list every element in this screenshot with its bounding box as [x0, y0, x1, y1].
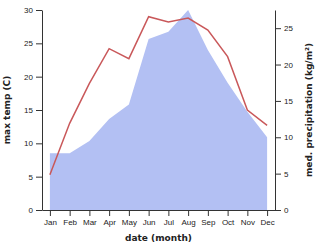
tick: Jan: [44, 210, 57, 227]
tick-mark: [36, 210, 42, 211]
tick-label: May: [122, 218, 137, 227]
axis-line: [42, 11, 43, 211]
tick: 15: [24, 106, 42, 115]
tick-mark: [129, 210, 130, 216]
tick-label: Feb: [63, 218, 77, 227]
tick-mark: [275, 137, 281, 138]
axis-line: [43, 210, 276, 211]
tick-mark: [149, 210, 150, 216]
tick-mark: [275, 174, 281, 175]
tick-label: Sep: [201, 218, 216, 227]
tick-mark: [50, 210, 51, 216]
temperature-line: [50, 17, 267, 175]
tick-mark: [228, 210, 229, 216]
tick-mark: [247, 210, 248, 216]
tick-label: 0: [284, 206, 289, 215]
tick-label: Jun: [143, 218, 156, 227]
tick: Oct: [222, 210, 235, 227]
tick-label: 20: [24, 73, 33, 82]
tick-mark: [36, 77, 42, 78]
tick-mark: [275, 28, 281, 29]
tick-label: 0: [29, 206, 34, 215]
tick: 30: [24, 6, 42, 15]
tick: 20: [275, 61, 293, 70]
y-axis: 0 5 10 15 20 25 30: [24, 6, 42, 215]
tick: 5: [29, 173, 42, 182]
tick-mark: [109, 210, 110, 216]
tick: May: [122, 210, 137, 227]
tick-mark: [89, 210, 90, 216]
tick-mark: [275, 65, 281, 66]
tick: 20: [24, 73, 42, 82]
x-axis-title: date (month): [125, 233, 192, 243]
plot-area: [50, 10, 267, 210]
tick: Nov: [241, 210, 255, 227]
tick-label: 5: [284, 170, 289, 179]
tick-mark: [188, 210, 189, 216]
tick-mark: [275, 101, 281, 102]
tick: 0: [275, 206, 289, 215]
tick: 15: [275, 97, 293, 106]
tick-mark: [36, 43, 42, 44]
tick-mark: [267, 210, 268, 216]
tick-label: 20: [284, 61, 293, 70]
tick: 10: [24, 139, 42, 148]
tick-label: 10: [24, 139, 33, 148]
tick-label: 10: [284, 133, 293, 142]
tick-mark: [36, 110, 42, 111]
tick-label: 25: [24, 39, 33, 48]
tick: 25: [275, 24, 293, 33]
tick-label: Aug: [182, 218, 196, 227]
tick-label: 15: [284, 97, 293, 106]
tick-mark: [168, 210, 169, 216]
tick-label: 30: [24, 6, 33, 15]
tick-label: Dec: [260, 218, 274, 227]
tick-label: Oct: [222, 218, 235, 227]
tick: 5: [275, 170, 289, 179]
tick-label: Apr: [103, 218, 116, 227]
tick: Feb: [63, 210, 77, 227]
tick: Jun: [143, 210, 156, 227]
tick: Dec: [260, 210, 274, 227]
y-axis-title: max temp (C): [2, 76, 12, 145]
tick-mark: [36, 143, 42, 144]
tick-mark: [208, 210, 209, 216]
chart: Jan Feb Mar Apr May Jun Jul Aug Sep Oct Nov Dec 0 5 10…: [0, 0, 318, 247]
tick: Aug: [182, 210, 196, 227]
y2-axis: 0 5 10 15 20 25: [275, 11, 293, 216]
y2-axis-title: med. precipitation (kg/m²): [304, 43, 314, 177]
tick-label: Jul: [164, 218, 174, 227]
precipitation-area: [50, 10, 267, 210]
tick-label: 25: [284, 24, 293, 33]
tick-mark: [36, 10, 42, 11]
axis-line: [275, 11, 276, 211]
tick-label: Jan: [44, 218, 57, 227]
tick: 10: [275, 133, 293, 142]
tick: Apr: [103, 210, 116, 227]
tick: Mar: [83, 210, 97, 227]
tick-mark: [70, 210, 71, 216]
tick-mark: [275, 210, 281, 211]
tick: 25: [24, 39, 42, 48]
tick: Sep: [201, 210, 216, 227]
tick-label: Mar: [83, 218, 97, 227]
tick-mark: [36, 177, 42, 178]
tick: 0: [29, 206, 42, 215]
tick-label: 5: [29, 173, 34, 182]
x-axis: Jan Feb Mar Apr May Jun Jul Aug Sep Oct Nov Dec: [43, 210, 276, 227]
tick: Jul: [164, 210, 174, 227]
tick-label: 15: [24, 106, 33, 115]
tick-label: Nov: [241, 218, 255, 227]
